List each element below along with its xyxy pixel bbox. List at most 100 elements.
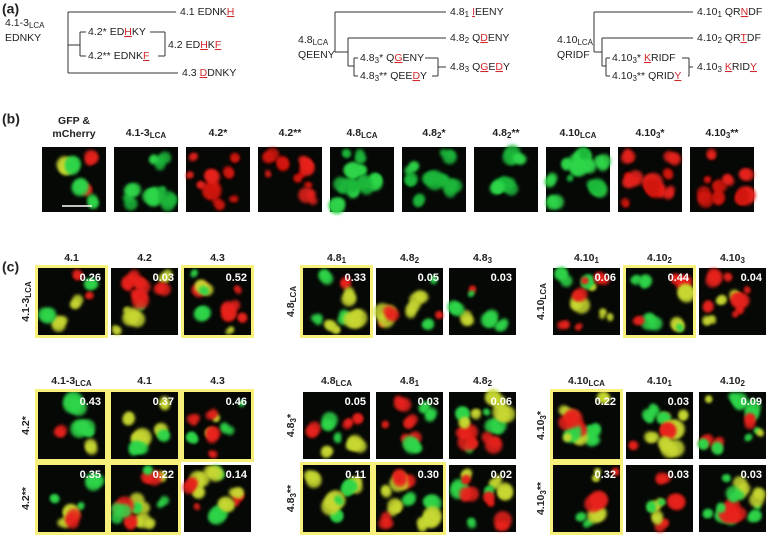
cell-blob — [111, 502, 124, 516]
text-segment: * — [285, 413, 297, 418]
node-label: 4.2 EDHKF — [168, 39, 221, 51]
cell-blob — [488, 479, 497, 488]
highlight-frame — [35, 265, 108, 338]
text-segment: 4.8 — [285, 302, 297, 317]
micrograph — [402, 147, 466, 212]
cell-blob — [232, 197, 237, 202]
cell-blob — [424, 170, 440, 186]
text-segment: 4.3 — [210, 375, 225, 387]
column-header: 4.82* — [422, 127, 446, 140]
cell-blob — [335, 496, 340, 502]
mutation: T — [740, 32, 747, 44]
text-segment: 4.8 — [473, 375, 488, 387]
cell-blob — [599, 313, 606, 320]
cell-blob — [401, 495, 412, 506]
subscript: 3 — [289, 493, 298, 498]
cell-blob — [732, 476, 747, 491]
cell-blob — [500, 318, 509, 327]
cell-blob — [660, 499, 665, 504]
cell-blob — [734, 312, 738, 316]
cell-blob — [381, 487, 392, 498]
cell-blob — [620, 152, 633, 164]
cell-blob — [484, 436, 503, 454]
node-label: 4.3 DDNKY — [182, 67, 236, 79]
fraction-value: 0.03 — [741, 469, 762, 481]
column-header: 4.10LCA — [560, 127, 597, 140]
cell-blob — [494, 521, 505, 531]
root-sequence: QRIDF — [557, 49, 590, 61]
cell-blob — [436, 310, 443, 317]
cell-blob — [191, 436, 198, 443]
row-label: 4.103** — [535, 481, 548, 515]
cell-blob — [717, 502, 725, 511]
text-segment: 4.10 — [535, 494, 547, 515]
text-segment: 4.10 — [697, 32, 718, 44]
node-label: 4.83** QEEDY — [360, 70, 427, 83]
cell-blob — [704, 177, 710, 183]
cell-blob — [238, 314, 245, 322]
micrograph — [110, 465, 178, 532]
mutation: D — [480, 32, 488, 44]
column-header: 4.8LCA — [321, 375, 352, 388]
subscript: 3 — [632, 56, 637, 65]
highlight-frame — [35, 389, 108, 462]
column-header: 4.1 — [64, 252, 79, 264]
text-segment: 4.3 — [182, 67, 197, 79]
cell-blob — [417, 523, 427, 533]
column-header: 4.1-3LCA — [51, 375, 92, 388]
cell-blob — [134, 277, 146, 289]
micrograph — [328, 147, 394, 214]
cell-blob — [132, 442, 144, 454]
column-header: 4.10LCA — [568, 375, 605, 388]
text-segment: ENY — [403, 52, 425, 64]
subscript: 3 — [375, 56, 380, 65]
cell-blob — [224, 168, 235, 179]
cell-blob — [513, 154, 525, 165]
cell-blob — [129, 311, 146, 328]
mutation: I — [472, 6, 475, 18]
cell-blob — [597, 154, 612, 169]
cell-blob — [629, 443, 636, 450]
micrograph — [474, 144, 538, 212]
subscript: LCA — [75, 379, 92, 388]
highlight-frame — [550, 389, 623, 462]
text-segment: 4.8 — [492, 127, 507, 139]
cell-blob — [569, 174, 573, 179]
cell-blob — [663, 189, 674, 200]
fraction-value: 0.03 — [418, 396, 439, 408]
cell-blob — [70, 419, 89, 438]
micrograph — [553, 267, 620, 335]
text-segment: Q — [386, 52, 394, 64]
cell-blob — [591, 423, 601, 432]
cell-blob — [84, 438, 97, 451]
subscript: LCA — [150, 131, 167, 140]
micrograph — [376, 392, 443, 459]
text-segment: Y — [420, 70, 427, 82]
cell-blob — [84, 149, 98, 164]
cell-blob — [651, 510, 664, 522]
cell-blob — [404, 437, 421, 454]
highlight-frame — [550, 462, 623, 535]
cell-blob — [660, 519, 669, 527]
cell-blob — [343, 479, 358, 493]
text-segment: 4.10 — [720, 375, 741, 387]
micrograph — [698, 392, 766, 459]
cell-blob — [464, 315, 475, 326]
text-segment: EDNK — [198, 6, 227, 18]
cell-blob — [697, 191, 710, 204]
cell-blob — [217, 498, 229, 510]
cell-blob — [295, 176, 302, 183]
fraction-value: 0.33 — [345, 272, 366, 284]
text-segment: 4.8 — [346, 127, 361, 139]
micrograph — [373, 268, 443, 335]
cell-blob — [160, 197, 175, 212]
text-segment: 4.10 — [568, 375, 589, 387]
trees — [67, 11, 693, 77]
cell-blob — [582, 520, 590, 528]
cell-blob — [698, 439, 707, 448]
subscript: LCA — [336, 379, 353, 388]
column-header: 4.2 — [137, 252, 152, 264]
text-segment: RIDF — [651, 52, 676, 64]
text-segment: 4.8 — [298, 34, 313, 46]
